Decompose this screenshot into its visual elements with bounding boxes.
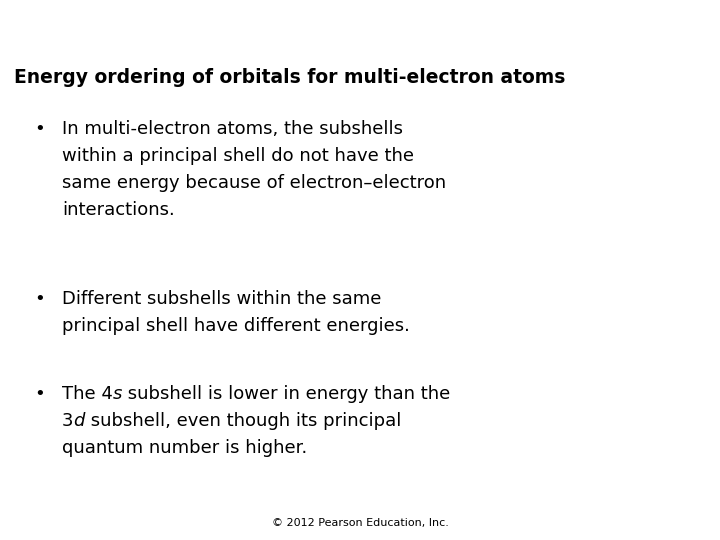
Text: s: s [113,385,122,403]
Text: same energy because of electron–electron: same energy because of electron–electron [62,174,446,192]
Text: quantum number is higher.: quantum number is higher. [62,439,307,457]
Text: •: • [34,290,45,308]
Text: Energy ordering of orbitals for multi-electron atoms: Energy ordering of orbitals for multi-el… [14,68,565,87]
Text: © 2012 Pearson Education, Inc.: © 2012 Pearson Education, Inc. [271,518,449,528]
Text: •: • [34,385,45,403]
Text: subshell is lower in energy than the: subshell is lower in energy than the [122,385,451,403]
Text: within a principal shell do not have the: within a principal shell do not have the [62,147,414,165]
Text: subshell, even though its principal: subshell, even though its principal [85,412,401,430]
Text: Different subshells within the same: Different subshells within the same [62,290,382,308]
Text: interactions.: interactions. [62,201,175,219]
Text: 3: 3 [62,412,73,430]
Text: principal shell have different energies.: principal shell have different energies. [62,317,410,335]
Text: d: d [73,412,85,430]
Text: In multi-electron atoms, the subshells: In multi-electron atoms, the subshells [62,120,403,138]
Text: The 4: The 4 [62,385,113,403]
Text: •: • [34,120,45,138]
